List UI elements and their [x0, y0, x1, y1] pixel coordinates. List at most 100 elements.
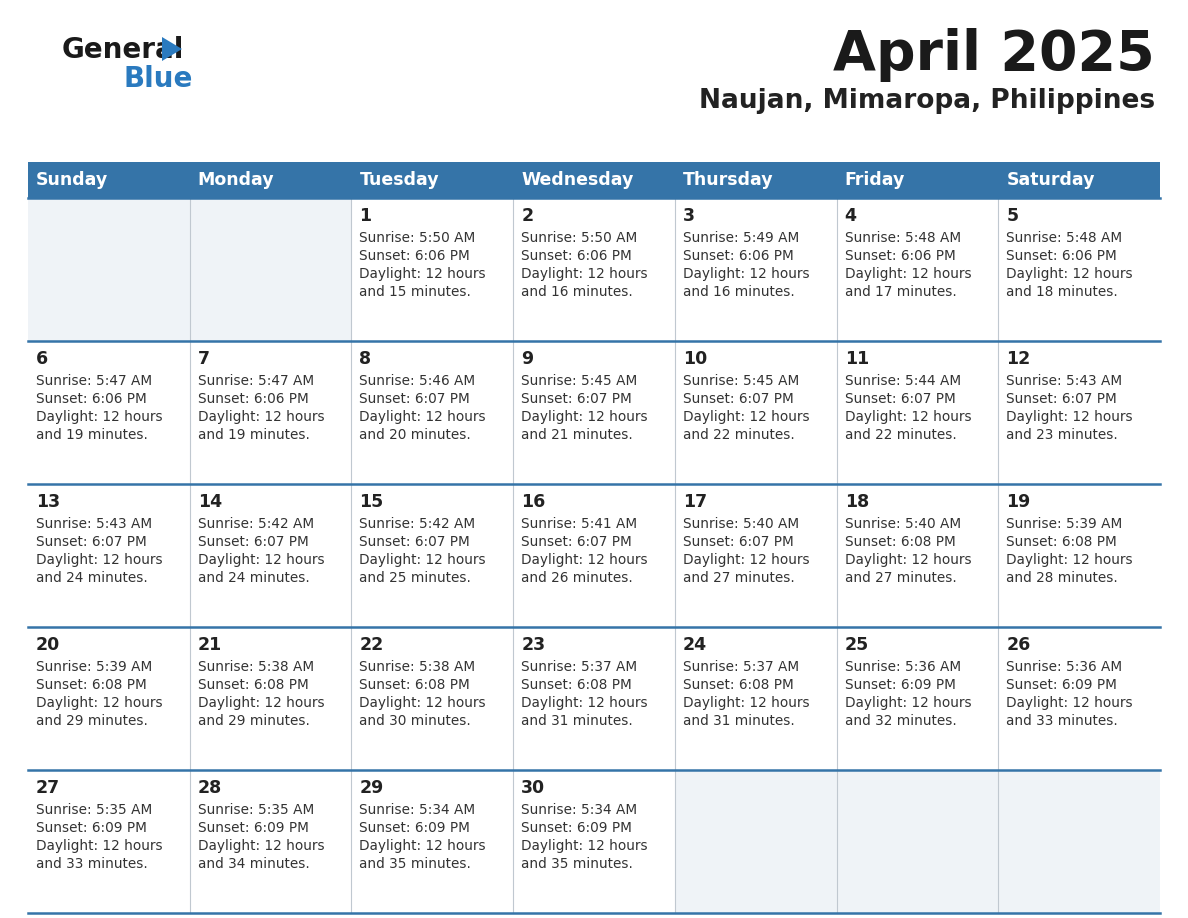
Bar [29, 162, 1159, 198]
Text: Sunrise: 5:45 AM: Sunrise: 5:45 AM [522, 374, 638, 388]
Text: 13: 13 [36, 493, 61, 511]
Text: Daylight: 12 hours: Daylight: 12 hours [845, 696, 972, 710]
Text: Sunrise: 5:50 AM: Sunrise: 5:50 AM [360, 231, 475, 245]
Text: 29: 29 [360, 779, 384, 797]
Text: Daylight: 12 hours: Daylight: 12 hours [1006, 553, 1133, 567]
Text: Sunrise: 5:43 AM: Sunrise: 5:43 AM [1006, 374, 1123, 388]
Bar [836, 770, 998, 913]
Text: and 20 minutes.: and 20 minutes. [360, 428, 472, 442]
Text: Daylight: 12 hours: Daylight: 12 hours [197, 696, 324, 710]
Text: Sunrise: 5:47 AM: Sunrise: 5:47 AM [197, 374, 314, 388]
Text: Sunset: 6:08 PM: Sunset: 6:08 PM [1006, 535, 1117, 549]
Text: Daylight: 12 hours: Daylight: 12 hours [683, 267, 809, 281]
Text: 21: 21 [197, 636, 222, 654]
Text: Thursday: Thursday [683, 171, 773, 189]
Text: 5: 5 [1006, 207, 1018, 225]
Text: 17: 17 [683, 493, 707, 511]
Text: Sunrise: 5:38 AM: Sunrise: 5:38 AM [197, 660, 314, 674]
Bar [29, 627, 190, 770]
Bar [513, 484, 675, 627]
Text: and 26 minutes.: and 26 minutes. [522, 571, 633, 585]
Bar [998, 198, 1159, 341]
Text: 7: 7 [197, 350, 210, 368]
Text: Sunrise: 5:40 AM: Sunrise: 5:40 AM [845, 517, 961, 531]
Text: 6: 6 [36, 350, 49, 368]
Text: Sunrise: 5:42 AM: Sunrise: 5:42 AM [197, 517, 314, 531]
Text: 23: 23 [522, 636, 545, 654]
Bar [836, 484, 998, 627]
Bar [836, 198, 998, 341]
Text: Sunrise: 5:39 AM: Sunrise: 5:39 AM [36, 660, 152, 674]
Text: Sunset: 6:09 PM: Sunset: 6:09 PM [845, 678, 955, 692]
Text: Daylight: 12 hours: Daylight: 12 hours [1006, 696, 1133, 710]
Text: and 24 minutes.: and 24 minutes. [36, 571, 147, 585]
Bar [29, 484, 190, 627]
Text: Sunset: 6:07 PM: Sunset: 6:07 PM [683, 392, 794, 406]
Text: 24: 24 [683, 636, 707, 654]
Bar [352, 484, 513, 627]
Text: Sunset: 6:06 PM: Sunset: 6:06 PM [683, 249, 794, 263]
Bar [190, 627, 352, 770]
Text: Sunset: 6:06 PM: Sunset: 6:06 PM [36, 392, 147, 406]
Text: 25: 25 [845, 636, 868, 654]
Text: Wednesday: Wednesday [522, 171, 633, 189]
Text: Daylight: 12 hours: Daylight: 12 hours [683, 410, 809, 424]
Text: Sunset: 6:06 PM: Sunset: 6:06 PM [522, 249, 632, 263]
Bar [352, 627, 513, 770]
Text: Daylight: 12 hours: Daylight: 12 hours [845, 410, 972, 424]
Bar [29, 770, 190, 913]
Text: and 31 minutes.: and 31 minutes. [683, 714, 795, 728]
Text: and 17 minutes.: and 17 minutes. [845, 285, 956, 299]
Text: Daylight: 12 hours: Daylight: 12 hours [36, 696, 163, 710]
Text: Sunrise: 5:38 AM: Sunrise: 5:38 AM [360, 660, 475, 674]
Text: 18: 18 [845, 493, 868, 511]
Bar [513, 627, 675, 770]
Text: 27: 27 [36, 779, 61, 797]
Bar [675, 484, 836, 627]
Text: Sunset: 6:07 PM: Sunset: 6:07 PM [683, 535, 794, 549]
Text: Daylight: 12 hours: Daylight: 12 hours [360, 553, 486, 567]
Bar [675, 770, 836, 913]
Text: Sunrise: 5:35 AM: Sunrise: 5:35 AM [197, 803, 314, 817]
Text: Daylight: 12 hours: Daylight: 12 hours [522, 839, 647, 853]
Text: Sunset: 6:07 PM: Sunset: 6:07 PM [360, 535, 470, 549]
Text: and 18 minutes.: and 18 minutes. [1006, 285, 1118, 299]
Text: Sunset: 6:08 PM: Sunset: 6:08 PM [197, 678, 309, 692]
Text: and 19 minutes.: and 19 minutes. [197, 428, 310, 442]
Text: Sunset: 6:09 PM: Sunset: 6:09 PM [522, 821, 632, 835]
Text: Daylight: 12 hours: Daylight: 12 hours [360, 839, 486, 853]
Text: 14: 14 [197, 493, 222, 511]
Text: Sunrise: 5:47 AM: Sunrise: 5:47 AM [36, 374, 152, 388]
Text: General: General [62, 36, 184, 64]
Text: and 22 minutes.: and 22 minutes. [845, 428, 956, 442]
Text: Sunrise: 5:36 AM: Sunrise: 5:36 AM [1006, 660, 1123, 674]
Text: Daylight: 12 hours: Daylight: 12 hours [522, 553, 647, 567]
Text: Sunset: 6:07 PM: Sunset: 6:07 PM [845, 392, 955, 406]
Text: and 30 minutes.: and 30 minutes. [360, 714, 472, 728]
Text: 16: 16 [522, 493, 545, 511]
Bar [675, 341, 836, 484]
Text: and 16 minutes.: and 16 minutes. [683, 285, 795, 299]
Text: Sunset: 6:09 PM: Sunset: 6:09 PM [36, 821, 147, 835]
Text: 4: 4 [845, 207, 857, 225]
Text: 26: 26 [1006, 636, 1030, 654]
Bar [190, 341, 352, 484]
Text: Daylight: 12 hours: Daylight: 12 hours [197, 410, 324, 424]
Bar [513, 770, 675, 913]
Text: and 34 minutes.: and 34 minutes. [197, 857, 309, 871]
Text: 8: 8 [360, 350, 372, 368]
Text: and 33 minutes.: and 33 minutes. [36, 857, 147, 871]
Text: Daylight: 12 hours: Daylight: 12 hours [360, 696, 486, 710]
Bar [675, 198, 836, 341]
Text: 15: 15 [360, 493, 384, 511]
Text: Daylight: 12 hours: Daylight: 12 hours [360, 410, 486, 424]
Text: Sunrise: 5:37 AM: Sunrise: 5:37 AM [683, 660, 800, 674]
Text: Sunset: 6:07 PM: Sunset: 6:07 PM [1006, 392, 1117, 406]
Text: Saturday: Saturday [1006, 171, 1095, 189]
Text: Blue: Blue [124, 65, 194, 93]
Text: and 28 minutes.: and 28 minutes. [1006, 571, 1118, 585]
Text: Sunrise: 5:40 AM: Sunrise: 5:40 AM [683, 517, 800, 531]
Text: Sunrise: 5:34 AM: Sunrise: 5:34 AM [522, 803, 637, 817]
Text: 2: 2 [522, 207, 533, 225]
Text: and 29 minutes.: and 29 minutes. [197, 714, 310, 728]
